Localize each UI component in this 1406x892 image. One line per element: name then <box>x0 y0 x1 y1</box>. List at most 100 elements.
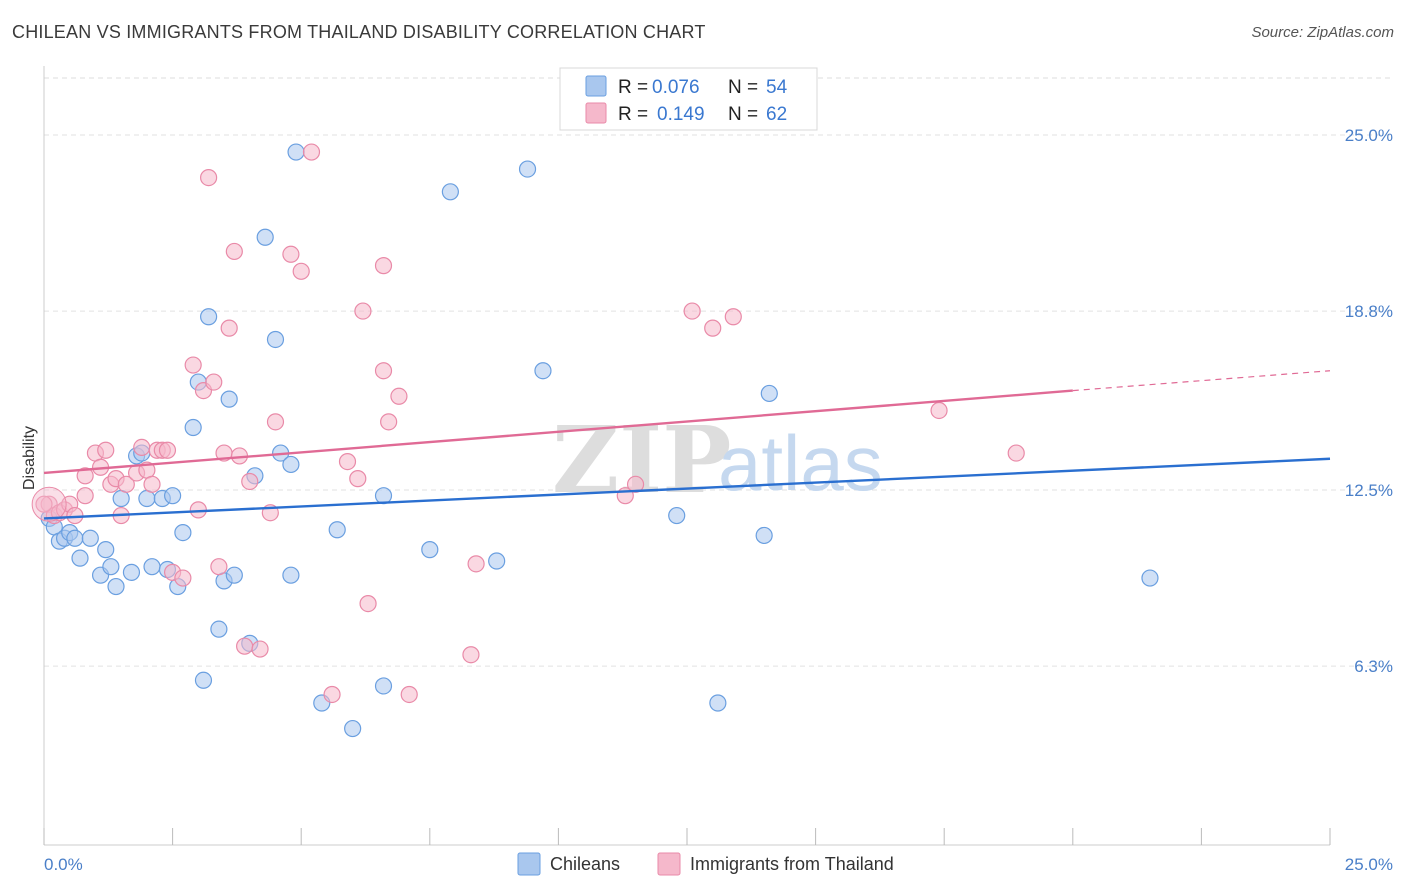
chileans-point <box>210 620 228 638</box>
thailand-point <box>143 475 161 493</box>
chileans-point <box>143 558 161 576</box>
thailand-point <box>35 495 53 513</box>
thailand-point <box>241 472 259 491</box>
chileans-point <box>441 183 459 201</box>
legend-swatch-chileans <box>585 75 607 97</box>
chileans-point <box>534 362 552 380</box>
thailand-trend-line-extension <box>1072 370 1331 392</box>
thailand-point <box>292 262 310 280</box>
thailand-point <box>380 413 398 431</box>
chileans-point <box>760 384 778 403</box>
watermark-zip: ZIP <box>552 406 731 514</box>
series-chileans-points <box>40 143 1159 738</box>
legend-r-value: 0.149 <box>657 104 705 125</box>
chileans-point <box>709 694 727 712</box>
x-tick-label: 25.0% <box>1345 855 1393 874</box>
chileans-point <box>256 228 274 246</box>
trend-lines <box>43 370 1331 520</box>
thailand-point <box>200 169 218 187</box>
chileans-point <box>220 390 238 408</box>
y-tick-label: 18.8% <box>1345 302 1393 321</box>
thailand-point <box>97 441 115 459</box>
chileans-point <box>71 549 89 567</box>
thailand-point <box>225 242 243 261</box>
chileans-point <box>194 671 213 689</box>
series-thailand-points <box>31 143 1025 704</box>
watermark-atlas: atlas <box>718 419 883 507</box>
thailand-point <box>174 569 192 587</box>
thailand-point <box>374 362 393 380</box>
thailand-point <box>390 387 408 405</box>
bottom-legend-swatch-thailand <box>657 852 681 876</box>
thailand-point <box>626 475 645 493</box>
thailand-point <box>704 319 722 337</box>
thailand-point <box>117 475 135 493</box>
chileans-point <box>112 489 130 508</box>
thailand-point <box>930 401 948 420</box>
y-tick-label: 25.0% <box>1345 126 1393 145</box>
thailand-point <box>205 373 223 391</box>
thailand-point <box>354 302 372 320</box>
chileans-point <box>184 418 202 437</box>
thailand-point <box>251 640 269 658</box>
thailand-point <box>133 438 151 456</box>
chart-title: CHILEAN VS IMMIGRANTS FROM THAILAND DISA… <box>12 22 706 42</box>
chileans-point <box>102 558 120 576</box>
watermark: ZIP atlas <box>552 406 883 514</box>
source-label: Source: ZipAtlas.com <box>1251 24 1394 41</box>
y-tick-label: 6.3% <box>1354 657 1393 676</box>
y-tick-label: 12.5% <box>1345 481 1393 500</box>
chileans-point <box>518 160 537 178</box>
x-tick-labels: 0.0% 25.0% <box>44 855 1393 874</box>
bottom-legend-swatch-chileans <box>517 852 541 876</box>
thailand-trend-line <box>43 389 1073 475</box>
chileans-point <box>1141 569 1159 587</box>
y-tick-labels: 6.3% 12.5% 18.8% 25.0% <box>1345 126 1393 676</box>
chileans-point <box>81 529 99 547</box>
thailand-point <box>467 555 485 573</box>
thailand-point <box>282 245 300 263</box>
legend-n-label: N = <box>728 104 758 125</box>
thailand-point <box>76 487 94 505</box>
chileans-point <box>66 529 84 547</box>
chileans-point <box>282 455 300 474</box>
y-axis-title: Disability <box>21 426 38 490</box>
chileans-point <box>755 526 773 545</box>
chileans-point <box>421 541 439 559</box>
chileans-point <box>107 577 125 596</box>
bottom-legend-label-thailand: Immigrants from Thailand <box>690 854 894 874</box>
chileans-point <box>122 563 141 581</box>
thailand-point <box>683 302 701 320</box>
thailand-point <box>359 594 377 613</box>
chileans-point <box>266 330 285 349</box>
thailand-point <box>374 257 393 275</box>
chileans-point <box>344 719 362 738</box>
legend-n-value: 62 <box>766 104 787 125</box>
chileans-point <box>282 566 300 584</box>
thailand-point <box>724 308 742 326</box>
chileans-point <box>200 308 218 326</box>
thailand-point <box>302 143 321 161</box>
chileans-trend-line <box>43 457 1331 520</box>
thailand-point <box>76 467 94 485</box>
legend-r-label: R = <box>618 77 648 98</box>
bottom-legend-label-chileans: Chileans <box>550 854 620 874</box>
chileans-point <box>225 566 243 584</box>
thailand-point <box>210 558 228 576</box>
chileans-point <box>328 521 346 539</box>
legend-r-label: R = <box>618 104 648 125</box>
legend: R = 0.076 N = 54 R = 0.149 N = 62 <box>559 67 818 131</box>
grid-lines <box>44 77 1392 667</box>
chileans-point <box>174 523 192 542</box>
thailand-point <box>338 453 357 471</box>
thailand-point <box>158 441 177 459</box>
thailand-point <box>400 685 418 704</box>
thailand-point <box>184 356 202 374</box>
thailand-point <box>323 685 341 704</box>
chileans-point <box>164 487 182 505</box>
chileans-point <box>97 541 115 559</box>
chileans-point <box>488 552 506 570</box>
legend-r-value: 0.076 <box>652 77 700 98</box>
thailand-point <box>236 637 254 655</box>
bottom-legend: Chileans Immigrants from Thailand <box>517 852 894 876</box>
